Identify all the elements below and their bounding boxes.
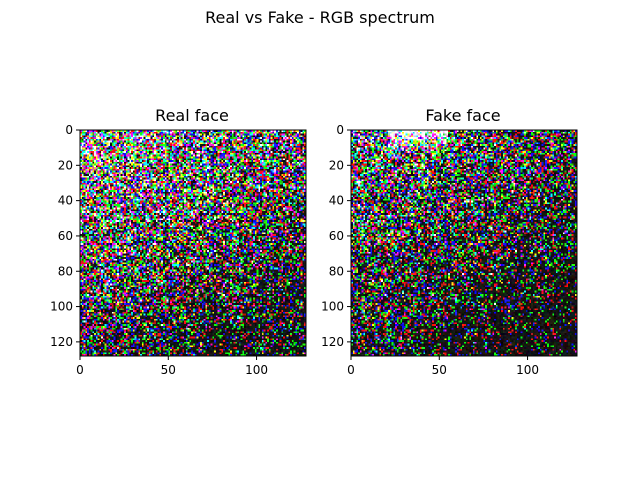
y-tick-label: 80	[58, 264, 73, 278]
x-tick-label: 100	[516, 363, 539, 377]
axes-frame-fake-face	[350, 129, 578, 357]
x-tick-label: 0	[76, 363, 84, 377]
x-tick-label: 50	[432, 363, 447, 377]
y-tick-label: 100	[321, 300, 344, 314]
ticks-fake-face: 0 50 100 0 20 40 60 80 100 120	[321, 123, 539, 377]
figure-title: Real vs Fake - RGB spectrum	[205, 8, 435, 27]
panel-title-fake-face: Fake face	[425, 106, 500, 125]
real-face-spectrum-image	[80, 130, 306, 356]
x-tick-label: 100	[245, 363, 268, 377]
ticks-real-face: 0 50 100 0 20 40 60 80 100 120	[50, 123, 268, 377]
y-tick-label: 120	[321, 335, 344, 349]
y-tick-label: 40	[329, 194, 344, 208]
y-tick-label: 40	[58, 194, 73, 208]
panel-title-real-face: Real face	[155, 106, 229, 125]
y-tick-label: 60	[329, 229, 344, 243]
spectrum-raster	[351, 130, 577, 356]
y-tick-label: 80	[329, 264, 344, 278]
y-tick-label: 120	[50, 335, 73, 349]
y-tick-label: 20	[58, 158, 73, 172]
axes-frame-real-face	[79, 129, 307, 357]
x-tick-label: 50	[161, 363, 176, 377]
y-tick-label: 60	[58, 229, 73, 243]
y-tick-label: 100	[50, 300, 73, 314]
y-tick-label: 20	[329, 158, 344, 172]
y-tick-label: 0	[65, 123, 73, 137]
panel-fake-face: Fake face 0 50 100 0 20 40 60 80 100 120	[321, 106, 578, 377]
spectrum-raster	[80, 130, 306, 356]
y-tick-label: 0	[336, 123, 344, 137]
x-tick-label: 0	[347, 363, 355, 377]
fake-face-spectrum-image	[351, 130, 577, 356]
panel-real-face: Real face 0 50 100 0 20 40 60 80 100 120	[50, 106, 307, 377]
